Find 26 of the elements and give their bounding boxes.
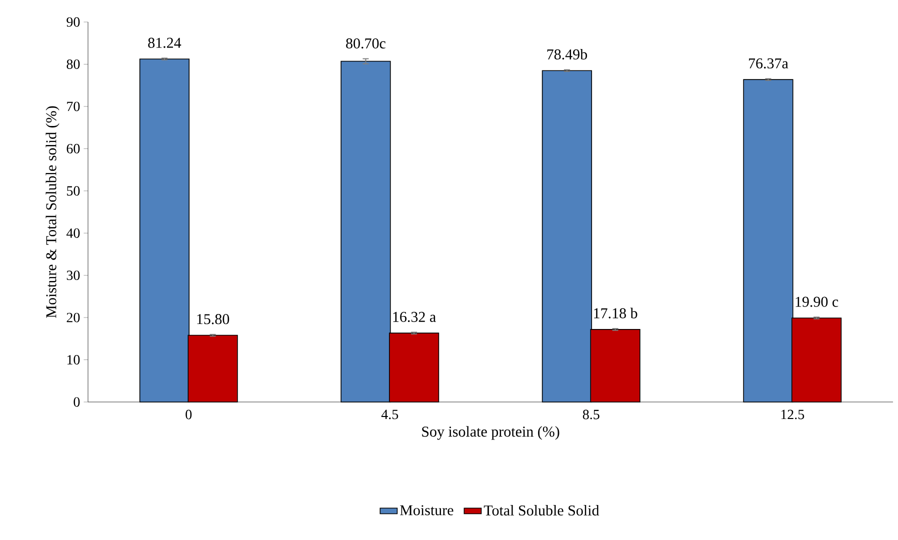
data-label: 15.80: [197, 314, 230, 324]
data-label: 19.90 c: [796, 296, 838, 307]
x-tick-label: 8.5: [582, 410, 600, 420]
legend-label: Moisture: [400, 505, 454, 516]
x-axis-title: Soy isolate protein (%): [422, 426, 560, 440]
legend-label: Total Soluble Solid: [484, 504, 600, 516]
y-tick-label: 80: [66, 59, 80, 69]
y-tick-label: 40: [66, 228, 80, 238]
y-axis-title: Moisture & Total Soluble solid (%): [46, 106, 60, 318]
data-label: 76.37a: [748, 58, 788, 69]
y-tick-label: 50: [67, 186, 80, 196]
y-tick-label: 10: [67, 355, 80, 364]
y-tick-label: 30: [66, 270, 80, 280]
data-label: 80.70c: [346, 38, 386, 49]
y-tick-label: 90: [66, 17, 80, 27]
x-tick-label: 4.5: [381, 410, 398, 420]
y-tick-label: 0: [74, 397, 80, 407]
y-tick-label: 60: [66, 144, 80, 154]
x-tick-label: 0: [186, 410, 192, 420]
y-tick-label: 70: [67, 102, 80, 112]
data-label: 17.18 b: [594, 308, 638, 318]
data-label: 81.24: [148, 38, 182, 48]
data-label: 16.32 a: [393, 312, 436, 322]
y-tick-label: 20: [66, 312, 80, 322]
data-label: 78.49b: [547, 48, 588, 60]
x-tick-label: 12.5: [781, 410, 804, 420]
